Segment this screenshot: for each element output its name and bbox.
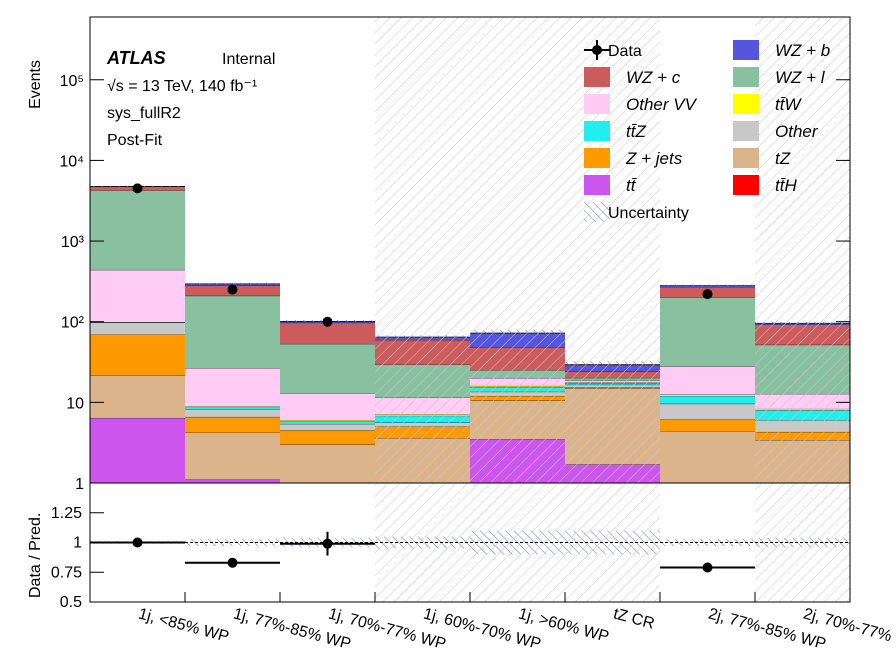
- blinded-region: [375, 17, 470, 602]
- data-point: [227, 284, 238, 295]
- legend-label: Uncertainty: [608, 205, 689, 222]
- status-label: Internal: [222, 51, 275, 68]
- ratio-point: [702, 562, 713, 573]
- ratio-y-axis-label: Data / Pred.: [27, 513, 44, 598]
- legend-swatch: [584, 121, 610, 141]
- legend-label leg: Other: [775, 122, 819, 141]
- legend-label leg: Other VV: [626, 95, 698, 114]
- legend-label leg: Z + jets: [625, 149, 683, 168]
- y-axis-label: Events: [27, 60, 44, 109]
- bar-segment: [185, 409, 280, 417]
- ratio-point: [322, 538, 333, 549]
- bar-segment: [660, 297, 755, 367]
- legend-swatch: [584, 94, 610, 114]
- x-tick-label: 1j, <85% WP: [136, 605, 230, 645]
- bar-segment: [280, 420, 375, 422]
- y-tick-label: 10²: [61, 315, 85, 332]
- legend-swatch: [584, 175, 610, 195]
- data-point: [132, 183, 143, 194]
- ratio-y-tick-label: 1.25: [51, 505, 82, 522]
- data-point: [322, 316, 333, 327]
- bar-segment: [660, 403, 755, 420]
- experiment-label: ATLAS: [106, 48, 166, 68]
- legend-label leg: WZ + l: [775, 68, 826, 87]
- blinded-region: [470, 17, 565, 602]
- bar-segment: [280, 343, 375, 394]
- ratio-y-tick-label: 0.5: [60, 594, 82, 611]
- legend-swatch: [584, 148, 610, 168]
- bar-segment: [660, 419, 755, 432]
- bar-segment: [185, 406, 280, 408]
- bar-segment: [90, 269, 185, 323]
- bar-segment: [185, 479, 280, 483]
- bar-segment: [280, 393, 375, 421]
- fit-label: Post-Fit: [107, 132, 163, 149]
- y-tick-label: 1: [75, 476, 84, 493]
- legend-uncertainty: [584, 202, 610, 222]
- legend-label leg: tt̄H: [775, 176, 797, 195]
- bar-segment: [280, 421, 375, 424]
- legend-label leg: WZ + c: [626, 68, 681, 87]
- region-label: sys_fullR2: [107, 105, 181, 122]
- blinded-region: [565, 17, 660, 602]
- legend-swatch: [733, 148, 759, 168]
- legend-label leg: tt̄W: [775, 95, 802, 114]
- legend-label: Data: [608, 43, 642, 60]
- ratio-point: [227, 557, 238, 568]
- y-tick-label: 10⁵: [60, 73, 84, 90]
- blinded-region: [755, 17, 850, 602]
- ratio-point: [132, 537, 143, 548]
- y-tick-label: 10³: [61, 234, 85, 251]
- legend-label leg: tt̄: [626, 176, 637, 195]
- energy-label: √s = 13 TeV, 140 fb⁻¹: [107, 78, 257, 95]
- bar-segment: [185, 368, 280, 407]
- legend-label leg: WZ + b: [775, 41, 830, 60]
- x-tick-label: tZ CR: [611, 605, 656, 632]
- bar-segment: [280, 430, 375, 445]
- bar-segment: [185, 407, 280, 410]
- bar-segment: [185, 432, 280, 480]
- bar-segment: [90, 375, 185, 418]
- legend-label leg: tZ: [775, 149, 791, 168]
- ratio-y-tick-label: 0.75: [51, 564, 82, 581]
- legend-swatch: [733, 94, 759, 114]
- ratio-y-tick-label: 1: [73, 535, 82, 552]
- legend-swatch: [733, 40, 759, 60]
- bar-segment: [660, 366, 755, 395]
- bar-segment: [185, 295, 280, 369]
- bar-segment: [90, 334, 185, 376]
- bar-segment: [660, 431, 755, 483]
- uncertainty-band: [660, 284, 755, 287]
- legend-swatch: [584, 67, 610, 87]
- legend-label leg: tt̄Z: [626, 122, 646, 141]
- bar-segment: [90, 190, 185, 270]
- bar-segment: [660, 394, 755, 396]
- bar-segment: [280, 423, 375, 431]
- bar-segment: [660, 395, 755, 404]
- uncertainty-band: [185, 282, 280, 285]
- legend-swatch: [733, 175, 759, 195]
- y-tick-label: 10⁴: [59, 153, 84, 170]
- bar-segment: [280, 322, 375, 344]
- legend-swatch: [733, 67, 759, 87]
- bar-segment: [90, 417, 185, 483]
- legend-data-marker: [592, 45, 602, 55]
- y-tick-label: 10: [66, 395, 84, 412]
- bar-segment: [90, 322, 185, 335]
- data-point: [702, 289, 713, 300]
- bar-segment: [185, 416, 280, 433]
- legend-swatch: [733, 121, 759, 141]
- bar-segment: [280, 444, 375, 483]
